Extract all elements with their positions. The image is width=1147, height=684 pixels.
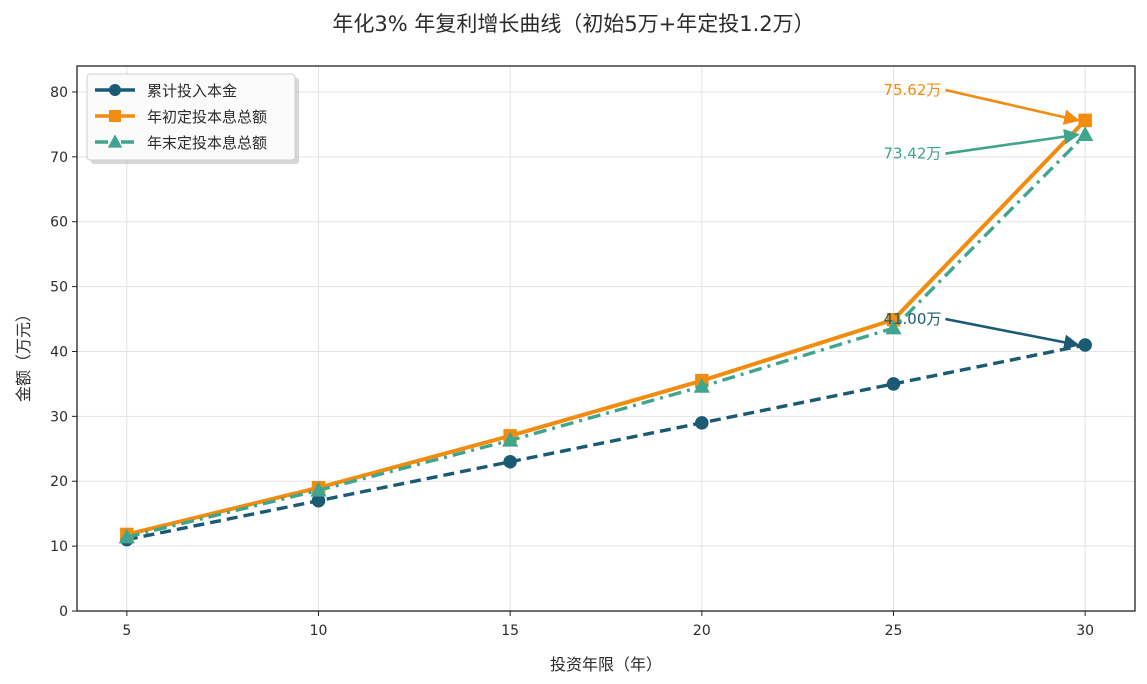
x-axis-label: 投资年限（年） (549, 655, 662, 674)
y-tick-label: 80 (50, 85, 68, 101)
annotation: 75.62万 (883, 81, 1080, 125)
x-tick-label: 30 (1076, 623, 1094, 639)
annotation-arrow (945, 88, 1080, 125)
data-point-marker (1078, 113, 1092, 128)
series-2 (118, 126, 1094, 544)
y-tick-label: 30 (50, 409, 68, 425)
legend-box (86, 73, 296, 161)
annotation-label: 73.42万 (883, 145, 941, 163)
legend-marker-icon (109, 110, 121, 122)
data-point-marker (503, 455, 517, 469)
series-line (126, 343, 1086, 542)
data-point-marker (886, 377, 901, 391)
data-point-marker (311, 493, 326, 508)
y-axis-label: 金额（万元） (14, 305, 33, 403)
y-tick-label: 0 (59, 604, 68, 620)
data-point-marker (885, 319, 902, 335)
annotation: 73.42万 (883, 128, 1080, 163)
y-tick-label: 40 (50, 344, 68, 360)
x-tick-label: 15 (501, 623, 519, 639)
series-line (126, 133, 1087, 539)
x-tick-label: 10 (310, 623, 328, 639)
data-point-marker (310, 481, 327, 497)
annotation: 41.00万 (883, 310, 1080, 350)
legend-marker-icon (109, 84, 121, 96)
data-point-marker (1078, 338, 1092, 352)
data-point-marker (695, 416, 709, 430)
y-tick-label: 50 (50, 280, 68, 296)
y-tick-label: 70 (50, 150, 68, 166)
chart-title: 年化3% 年复利增长曲线（初始5万+年定投1.2万） (332, 12, 815, 36)
y-tick-label: 20 (50, 474, 68, 490)
series-1 (120, 113, 1092, 542)
annotation-arrow (945, 128, 1080, 155)
data-point-marker (502, 431, 519, 447)
ticks: 5 10 15 20 25 30 0 10 20 30 40 50 60 70 80 (50, 85, 1094, 639)
grid (77, 66, 1135, 612)
data-point-marker (1077, 126, 1094, 141)
annotation-label: 41.00万 (883, 310, 941, 328)
x-tick-label: 25 (885, 623, 903, 639)
series-line (126, 118, 1087, 537)
legend-label: 累计投入本金 (147, 82, 237, 100)
legend-marker-icon (107, 134, 123, 148)
x-tick-label: 20 (693, 623, 711, 639)
y-tick-label: 60 (50, 215, 68, 231)
annotation-arrow (945, 317, 1080, 350)
y-tick-label: 10 (50, 539, 68, 555)
legend-label: 年初定投本息总额 (147, 108, 267, 126)
data-point-marker (693, 377, 710, 393)
legend-label: 年末定投本息总额 (147, 134, 267, 152)
data-point-marker (118, 528, 135, 544)
series-0 (120, 338, 1092, 547)
x-tick-label: 5 (122, 623, 131, 639)
annotation-label: 75.62万 (883, 81, 941, 99)
axes-frame (76, 65, 1136, 612)
